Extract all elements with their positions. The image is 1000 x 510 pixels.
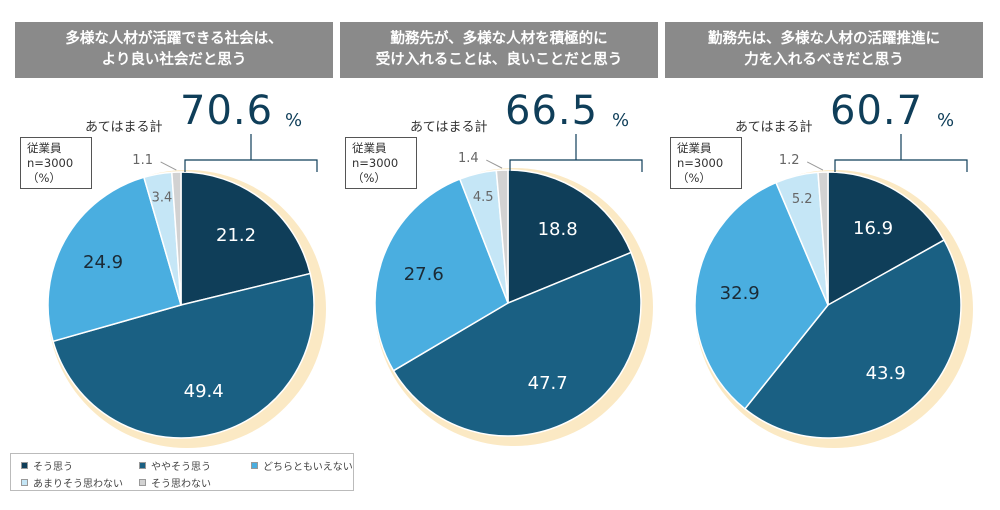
slice-label-4: 3.4 xyxy=(152,191,173,206)
legend-label: ややそう思う xyxy=(151,462,211,473)
chart-title-line-1: 勤務先は、多様な人材の活躍推進に xyxy=(708,31,940,47)
legend-swatch xyxy=(139,479,146,486)
slice-label-5: 1.2 xyxy=(779,153,800,168)
chart-panel-1: 多様な人材が活躍できる社会は、 より良い社会だと思う あてはまる計 70.6 %… xyxy=(15,0,335,510)
total-value: 60.7 xyxy=(830,88,924,134)
sample-size: n=3000 xyxy=(352,156,399,170)
legend-item: どちらともいえない xyxy=(251,458,353,473)
total-bracket xyxy=(509,134,643,172)
leader-line xyxy=(806,161,824,171)
total-bracket xyxy=(184,134,318,172)
chart-title-line-2: 力を入れるべきだと思う xyxy=(744,52,904,68)
unit-note: （%） xyxy=(27,171,61,185)
total-label: あてはまる計 xyxy=(85,120,163,135)
slice-label-3: 32.9 xyxy=(720,283,760,304)
leader-line xyxy=(160,161,177,171)
total-unit: % xyxy=(937,110,955,131)
total-value: 70.6 xyxy=(180,88,274,134)
chart-title-line-1: 多様な人材が活躍できる社会は、 xyxy=(65,31,283,47)
legend-swatch xyxy=(139,462,146,469)
total-value: 66.5 xyxy=(505,88,599,134)
slice-label-2: 49.4 xyxy=(184,381,224,402)
legend-label: そう思う xyxy=(33,462,73,473)
slice-label-2: 43.9 xyxy=(866,363,906,384)
legend-label: どちらともいえない xyxy=(263,462,353,473)
slice-label-3: 24.9 xyxy=(83,252,123,273)
legend-label: あまりそう思わない xyxy=(33,479,123,490)
pie-slice-5 xyxy=(817,171,829,306)
legend-item: あまりそう思わない xyxy=(21,475,123,490)
legend-item: そう思わない xyxy=(139,475,211,490)
pie-chart: 16.9 43.9 32.9 5.2 1.2 xyxy=(694,134,973,448)
sample-group-label: 従業員 xyxy=(677,141,712,155)
leader-line xyxy=(486,159,503,169)
slice-label-5: 1.4 xyxy=(458,151,479,166)
unit-note: （%） xyxy=(352,171,386,185)
pie-slice-5 xyxy=(171,171,182,306)
sample-size-box: 従業員 n=3000 （%） xyxy=(20,137,92,189)
chart-title-line-1: 勤務先が、多様な人材を積極的に xyxy=(390,31,608,47)
slice-label-5: 1.1 xyxy=(132,153,153,168)
legend-swatch xyxy=(251,462,258,469)
slice-label-4: 4.5 xyxy=(473,190,494,205)
legend-item: そう思う xyxy=(21,458,73,473)
sample-size: n=3000 xyxy=(27,156,74,170)
pie-slice-5 xyxy=(495,169,509,304)
slice-label-1: 16.9 xyxy=(853,218,893,239)
chart-panel-3: 勤務先は、多様な人材の活躍推進に 力を入れるべきだと思う あてはまる計 60.7… xyxy=(665,0,985,510)
legend-swatch xyxy=(21,462,28,469)
pie-slice-3 xyxy=(47,176,182,343)
pie-slice-1 xyxy=(507,169,633,305)
legend-item: ややそう思う xyxy=(139,458,211,473)
chart-title-line-2: 受け入れることは、良いことだと思う xyxy=(375,52,623,68)
chart-panel-2: 勤務先が、多様な人材を積極的に 受け入れることは、良いことだと思う あてはまる計… xyxy=(340,0,660,510)
chart-legend: そう思う ややそう思う どちらともいえない あまりそう思わない そう思わない xyxy=(10,453,354,491)
chart-title: 多様な人材が活躍できる社会は、 より良い社会だと思う xyxy=(15,22,333,78)
pie-slice-3 xyxy=(694,181,829,410)
sample-size-box: 従業員 n=3000 （%） xyxy=(670,137,742,189)
slice-label-3: 27.6 xyxy=(404,264,444,285)
sample-size: n=3000 xyxy=(677,156,724,170)
total-label: あてはまる計 xyxy=(735,120,813,135)
slice-label-1: 21.2 xyxy=(216,225,256,246)
chart-title: 勤務先は、多様な人材の活躍推進に 力を入れるべきだと思う xyxy=(665,22,983,78)
pie-slice-1 xyxy=(827,171,946,307)
total-unit: % xyxy=(612,110,630,131)
total-unit: % xyxy=(285,110,303,131)
sample-group-label: 従業員 xyxy=(352,141,387,155)
pie-slice-2 xyxy=(52,272,315,439)
unit-note: （%） xyxy=(677,171,711,185)
slice-label-4: 5.2 xyxy=(792,192,813,207)
pie-slice-2 xyxy=(743,239,962,439)
legend-swatch xyxy=(21,479,28,486)
sample-size-box: 従業員 n=3000 （%） xyxy=(345,137,417,189)
total-bracket xyxy=(834,134,968,172)
pie-slice-1 xyxy=(180,171,312,306)
sample-group-label: 従業員 xyxy=(27,141,62,155)
pie-chart: 18.8 47.7 27.6 4.5 1.4 xyxy=(374,134,653,446)
pie-slice-3 xyxy=(374,178,509,372)
slice-label-1: 18.8 xyxy=(538,219,578,240)
total-label: あてはまる計 xyxy=(410,120,488,135)
chart-title-line-2: より良い社会だと思う xyxy=(101,52,247,68)
pie-chart: 21.2 49.4 24.9 3.4 1.1 xyxy=(47,134,326,448)
chart-title: 勤務先が、多様な人材を積極的に 受け入れることは、良いことだと思う xyxy=(340,22,658,78)
slice-label-2: 47.7 xyxy=(528,373,568,394)
pie-slice-2 xyxy=(392,251,642,437)
legend-label: そう思わない xyxy=(151,479,211,490)
